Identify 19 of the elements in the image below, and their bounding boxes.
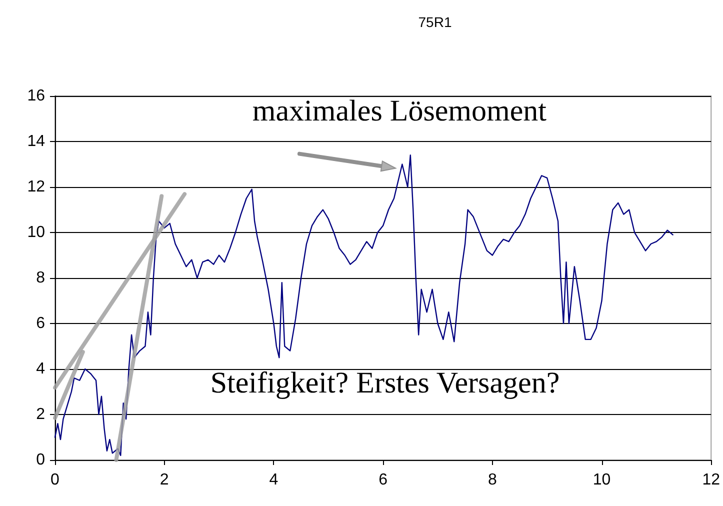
- y-tick-label: 6: [36, 315, 46, 332]
- y-tick-label: 10: [27, 224, 46, 241]
- x-tick-label: 0: [50, 472, 60, 488]
- x-tick-label: 8: [488, 472, 497, 488]
- chart-title: 75R1: [418, 14, 452, 30]
- annotation: Steifigkeit? Erstes Versagen?: [210, 366, 560, 400]
- x-tick-label: 2: [160, 472, 169, 488]
- annotation: maximales Lösemoment: [252, 94, 548, 128]
- y-tick-label: 8: [36, 270, 46, 286]
- x-tick-label: 12: [702, 472, 720, 488]
- y-tick-label: 16: [27, 88, 46, 104]
- x-tick-label: 6: [378, 472, 388, 488]
- y-tick-label: 14: [27, 133, 46, 150]
- y-tick-label: 4: [36, 360, 46, 378]
- y-tick-label: 2: [36, 406, 46, 423]
- x-tick-label: 4: [269, 472, 278, 488]
- y-tick-label: 0: [36, 452, 46, 468]
- y-tick-label: 12: [27, 178, 46, 196]
- x-tick-label: 10: [592, 472, 611, 488]
